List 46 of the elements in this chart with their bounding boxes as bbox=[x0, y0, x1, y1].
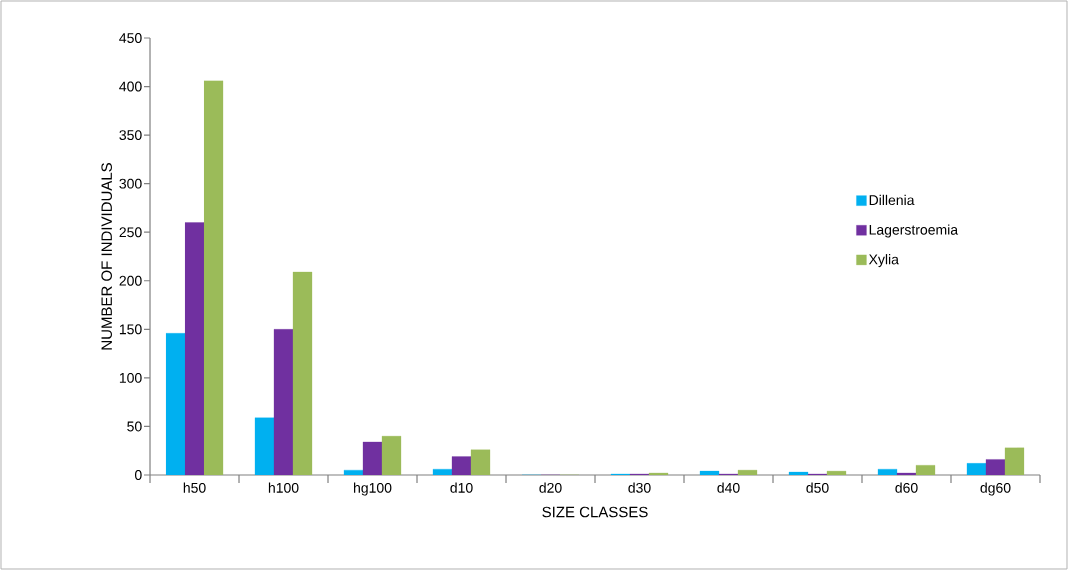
x-tick-label: h50 bbox=[183, 482, 206, 493]
y-tick-label: 0 bbox=[134, 470, 142, 480]
legend-label: Lagerstroemia bbox=[869, 224, 959, 238]
x-tick-label: d50 bbox=[806, 482, 829, 493]
bar bbox=[985, 459, 1006, 475]
x-axis-title: SIZE CLASSES bbox=[542, 506, 648, 518]
y-tick-label: 400 bbox=[119, 81, 142, 92]
x-tick-label: d10 bbox=[450, 482, 473, 493]
bar bbox=[292, 271, 313, 475]
y-tick-label: 100 bbox=[119, 372, 142, 383]
y-axis-title: NUMBER OF INDIVIDUALS bbox=[101, 163, 112, 350]
bar bbox=[432, 469, 453, 475]
legend-label: Xylia bbox=[868, 254, 899, 268]
y-tick-label: 300 bbox=[119, 178, 142, 189]
y-tick-label: 150 bbox=[119, 324, 142, 335]
y-tick-label: 200 bbox=[119, 275, 142, 286]
bar bbox=[470, 449, 491, 475]
bar bbox=[966, 463, 987, 475]
y-tick-label: 50 bbox=[127, 421, 142, 432]
bar bbox=[254, 417, 275, 475]
bar bbox=[877, 469, 898, 475]
bar bbox=[362, 441, 383, 475]
bar bbox=[343, 469, 364, 475]
x-tick-label: dg60 bbox=[980, 482, 1011, 496]
bar bbox=[915, 465, 936, 475]
y-tick-label: 250 bbox=[119, 227, 142, 238]
x-tick-label: d30 bbox=[628, 482, 651, 493]
bar bbox=[184, 222, 205, 475]
bar bbox=[273, 329, 294, 475]
x-tick-label: h100 bbox=[268, 482, 299, 493]
x-tick-label: hg100 bbox=[354, 482, 392, 496]
bar bbox=[165, 333, 186, 475]
bar bbox=[1004, 447, 1025, 475]
bar bbox=[451, 456, 472, 475]
y-tick-label: 450 bbox=[119, 33, 142, 43]
legend-label: Dillenia bbox=[869, 194, 915, 206]
x-tick-label: d40 bbox=[717, 482, 740, 493]
bar bbox=[737, 469, 758, 475]
x-tick-label: d60 bbox=[895, 482, 918, 493]
bar bbox=[826, 470, 847, 475]
y-tick-label: 350 bbox=[119, 130, 142, 141]
bar bbox=[788, 471, 809, 475]
bar bbox=[381, 436, 402, 475]
x-tick-label: d20 bbox=[539, 482, 562, 493]
bar bbox=[203, 80, 224, 475]
bar bbox=[699, 470, 720, 475]
